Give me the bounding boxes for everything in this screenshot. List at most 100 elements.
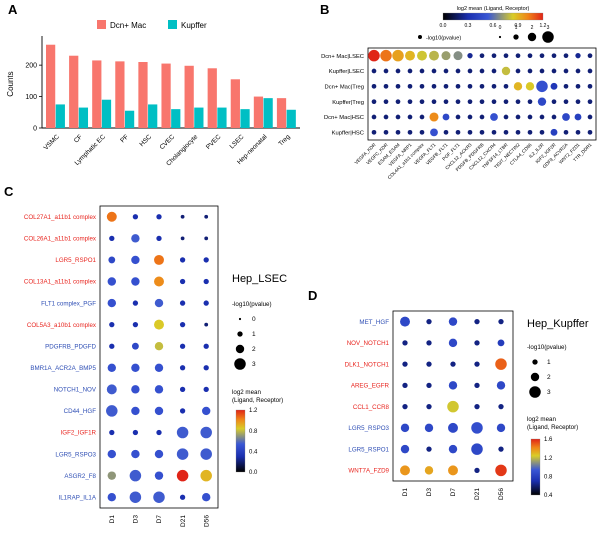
- dot: [443, 99, 449, 105]
- dot: [448, 338, 458, 348]
- bar-dcn-mac: [207, 68, 217, 128]
- size-legend-title: -log10(pvalue): [426, 36, 461, 42]
- bar-dcn-mac: [161, 63, 171, 129]
- dot: [395, 68, 401, 74]
- bar-kupffer: [171, 109, 181, 128]
- dot: [109, 321, 115, 328]
- dot: [503, 129, 509, 135]
- dot: [107, 363, 117, 372]
- dot: [176, 448, 189, 460]
- color-legend-title: log2 mean: [232, 389, 261, 396]
- dot: [407, 114, 413, 120]
- dot: [204, 236, 209, 241]
- dot: [154, 363, 164, 372]
- size-legend-title: -log10(pvalue): [232, 301, 272, 308]
- dot: [496, 423, 506, 433]
- dot: [495, 358, 507, 370]
- dot: [109, 429, 115, 436]
- row-label: AREG_EGFR: [351, 383, 390, 390]
- dot: [539, 114, 545, 120]
- row-label: Dcn+ Mac|LSEC: [321, 54, 364, 60]
- dot: [474, 340, 480, 346]
- dot: [129, 469, 142, 482]
- dot: [131, 385, 140, 394]
- bar-kupffer: [55, 104, 65, 128]
- dot: [515, 68, 521, 74]
- dot: [455, 83, 461, 89]
- dot: [368, 49, 380, 62]
- dot: [467, 68, 473, 74]
- bar-kupffer: [101, 99, 112, 128]
- col-label: D7: [450, 488, 457, 497]
- row-label: COL27A1_a11b1 complex: [24, 214, 97, 221]
- dot: [575, 83, 581, 89]
- dot: [371, 129, 377, 135]
- size-legend-dot: [235, 344, 245, 354]
- dot: [491, 129, 497, 135]
- dot: [154, 385, 164, 394]
- dot: [455, 99, 461, 105]
- dot: [402, 382, 408, 389]
- dot: [550, 128, 558, 136]
- panel-a: Dcn+ Mac Kupffer 0 100 200 Counts VSMC CF Lympha…: [0, 0, 308, 180]
- dot: [587, 53, 593, 59]
- row-label: NOTCH1_NOV: [54, 387, 97, 394]
- bar-dcn-mac: [46, 44, 56, 128]
- size-legend-value: 2: [252, 346, 256, 353]
- dot: [407, 99, 413, 105]
- dot: [154, 406, 164, 416]
- colorbar: [235, 409, 246, 473]
- dot: [202, 493, 211, 502]
- x-tick-label: LSEC: [229, 133, 246, 150]
- size-legend-bullet: [418, 35, 422, 39]
- size-legend-value: 0: [252, 316, 256, 323]
- size-legend-value: 0: [499, 25, 502, 31]
- dot: [426, 446, 432, 452]
- colorbar-tick: 1.2: [540, 23, 547, 29]
- size-legend-dot: [529, 386, 541, 398]
- dot: [550, 82, 558, 90]
- size-legend-value: 3: [547, 25, 550, 31]
- dot: [371, 68, 377, 74]
- dot: [106, 384, 117, 395]
- dot: [179, 278, 186, 285]
- panel-title: Hep_Kupffer: [527, 318, 589, 330]
- colorbar-tick: 1.2: [249, 408, 258, 414]
- dot: [474, 318, 480, 325]
- dot: [430, 128, 438, 137]
- dot: [515, 53, 521, 59]
- dot: [395, 114, 401, 120]
- dot: [551, 114, 557, 120]
- color-legend-title: log2 mean: [527, 416, 556, 423]
- dot: [497, 339, 505, 347]
- row-label: COL26A1_a11b1 complex: [24, 236, 97, 243]
- dot: [131, 342, 139, 350]
- x-tick-label: VSMC: [43, 133, 61, 151]
- dot: [107, 471, 117, 480]
- x-tick-label: CVEC: [159, 133, 177, 151]
- dot: [200, 469, 212, 482]
- row-label: COL5A3_a10b1 complex: [27, 322, 97, 329]
- bar-kupffer: [194, 107, 204, 128]
- dot: [179, 321, 186, 328]
- row-label: LGR5_RSPO3: [55, 451, 96, 458]
- size-legend-dot: [542, 31, 554, 43]
- size-legend-dot: [513, 34, 519, 40]
- dot: [204, 322, 209, 327]
- dot: [429, 50, 439, 61]
- dot: [491, 83, 497, 89]
- dot: [179, 343, 186, 349]
- dot: [527, 68, 533, 74]
- dot: [154, 276, 164, 287]
- dot: [400, 465, 410, 476]
- size-legend-title: -log10(pvalue): [527, 344, 567, 351]
- dot: [471, 443, 483, 455]
- row-label: Kupffer|Treg: [332, 100, 364, 106]
- bar-kupffer: [286, 109, 296, 128]
- dot: [392, 49, 404, 62]
- dot: [474, 467, 480, 474]
- dot: [407, 129, 413, 135]
- dot: [153, 491, 165, 503]
- dot: [419, 129, 425, 135]
- dot: [203, 386, 209, 393]
